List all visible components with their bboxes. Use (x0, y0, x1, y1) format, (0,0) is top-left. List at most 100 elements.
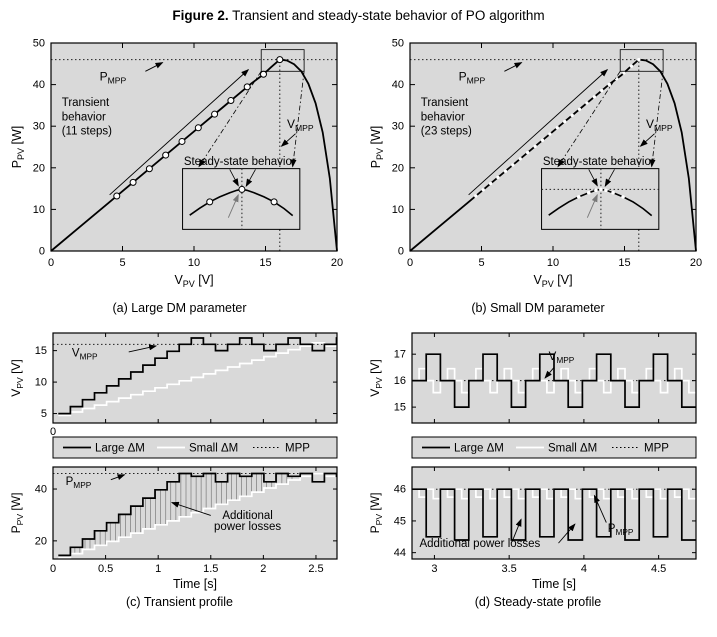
svg-text:10: 10 (33, 204, 45, 216)
caption-d: (d) Steady-state profile (474, 595, 602, 609)
small-dm-series (411, 367, 696, 394)
svg-text:VMPP: VMPP (287, 117, 314, 133)
svg-text:2: 2 (260, 563, 266, 575)
svg-text:Time [s]: Time [s] (173, 577, 217, 591)
svg-text:40: 40 (35, 484, 47, 496)
svg-text:0: 0 (397, 246, 403, 258)
svg-text:PMPP: PMPP (66, 476, 92, 490)
plot-frame (52, 332, 338, 424)
svg-text:PPV [W]: PPV [W] (369, 126, 385, 169)
steady-state-inset (540, 168, 659, 230)
svg-text:MPP: MPP (285, 443, 310, 455)
svg-text:0.5: 0.5 (98, 563, 113, 575)
svg-text:PPV [W]: PPV [W] (9, 493, 25, 534)
svg-text:10: 10 (35, 377, 47, 389)
bottom-subplot: 20 40 PPV [W] (9, 466, 338, 560)
zoom-source-rect (619, 49, 664, 72)
annotations: PMPP Transient behavior (23 steps) VMPP Stead… (420, 62, 672, 227)
svg-text:PMPP: PMPP (607, 523, 633, 537)
svg-text:Time [s]: Time [s] (532, 577, 576, 591)
svg-text:15: 15 (35, 345, 47, 357)
plot-frame (50, 42, 338, 252)
svg-text:0: 0 (39, 246, 45, 258)
svg-text:20: 20 (33, 162, 45, 174)
svg-text:30: 30 (391, 121, 403, 133)
figure-title-text: Transient and steady-state behavior of P… (228, 8, 545, 23)
svg-text:behavior: behavior (420, 111, 464, 123)
large-dm-series (411, 353, 696, 408)
svg-text:Additional: Additional (222, 510, 273, 522)
svg-text:PMPP: PMPP (458, 69, 485, 85)
svg-text:(23 steps): (23 steps) (420, 126, 471, 138)
large-dm-series (411, 488, 696, 541)
panel-b: PMPP Transient behavior (23 steps) VMPP Stead… (359, 31, 717, 316)
transient-step-markers (473, 57, 640, 198)
figure-title: Figure 2. Transient and steady-state beh… (0, 0, 717, 23)
svg-text:VMPP: VMPP (72, 347, 98, 361)
small-dm-series (58, 472, 338, 559)
svg-text:PPV [W]: PPV [W] (10, 126, 26, 169)
svg-text:0: 0 (50, 426, 56, 438)
svg-text:VPV [V]: VPV [V] (174, 273, 213, 289)
plot-frame (410, 466, 697, 560)
svg-text:Large ΔM: Large ΔM (95, 443, 145, 455)
top-subplot: 15 16 17 VPV [V] (368, 332, 697, 424)
svg-text:3: 3 (431, 563, 437, 575)
annotations: VMPP Additional power losses PMPP (419, 351, 633, 550)
svg-text:46: 46 (393, 484, 405, 496)
svg-text:Steady-state behavior: Steady-state behavior (184, 156, 296, 168)
svg-text:0: 0 (406, 257, 412, 269)
y-axis: 0 10 20 30 40 50 PPV [W] (369, 38, 696, 258)
svg-text:MPP: MPP (644, 443, 669, 455)
svg-text:Transient: Transient (420, 97, 468, 109)
large-dm-series (58, 472, 338, 557)
svg-text:1.5: 1.5 (203, 563, 218, 575)
svg-text:10: 10 (546, 257, 558, 269)
svg-text:5: 5 (41, 408, 47, 420)
svg-text:30: 30 (33, 121, 45, 133)
svg-text:Large ΔM: Large ΔM (454, 443, 504, 455)
svg-text:0: 0 (50, 563, 56, 575)
transient-step-markers (113, 56, 284, 200)
panel-c: 5 10 15 VPV [V] 20 40 PPV [W] 0 Large ΔM Small ΔM… (0, 325, 359, 609)
svg-text:16: 16 (393, 375, 405, 387)
svg-text:behavior: behavior (62, 111, 106, 123)
svg-text:VPV [V]: VPV [V] (533, 273, 572, 289)
chart-a-pv-curve-large-dm: PMPP Transient behavior (11 steps) VMPP Stead… (10, 38, 343, 290)
svg-text:50: 50 (391, 38, 403, 50)
svg-text:4.5: 4.5 (650, 563, 665, 575)
svg-text:PMPP: PMPP (100, 69, 127, 85)
svg-text:15: 15 (259, 257, 271, 269)
plot-frame (408, 42, 697, 252)
panel-a: PMPP Transient behavior (11 steps) VMPP Stead… (0, 31, 359, 316)
plot-frame (410, 332, 697, 424)
svg-text:1: 1 (155, 563, 161, 575)
svg-text:17: 17 (393, 349, 405, 361)
svg-text:PPV [W]: PPV [W] (368, 493, 384, 534)
svg-text:44: 44 (393, 547, 405, 559)
svg-text:0: 0 (48, 257, 54, 269)
top-subplot: 5 10 15 VPV [V] (9, 332, 338, 424)
svg-text:40: 40 (391, 79, 403, 91)
svg-text:VMPP: VMPP (548, 351, 574, 365)
svg-text:20: 20 (331, 257, 343, 269)
svg-text:VMPP: VMPP (645, 117, 672, 133)
steady-state-inset (182, 168, 301, 230)
plot-frame (52, 466, 338, 560)
caption-a: (a) Large DM parameter (112, 301, 247, 315)
svg-text:20: 20 (391, 162, 403, 174)
svg-text:10: 10 (391, 204, 403, 216)
svg-text:45: 45 (393, 515, 405, 527)
power-loss-hatch (69, 473, 293, 558)
zoom-source-rect (260, 49, 305, 72)
svg-text:(11 steps): (11 steps) (62, 126, 112, 138)
svg-text:4: 4 (580, 563, 586, 575)
svg-text:10: 10 (188, 257, 200, 269)
svg-text:Small ΔM: Small ΔM (548, 443, 597, 455)
svg-text:VPV [V]: VPV [V] (368, 359, 384, 397)
figure-grid: PMPP Transient behavior (11 steps) VMPP Stead… (0, 31, 717, 610)
svg-text:Additional power losses: Additional power losses (419, 538, 540, 550)
x-axis: 0 5 10 15 20 VPV [V] (48, 43, 343, 289)
